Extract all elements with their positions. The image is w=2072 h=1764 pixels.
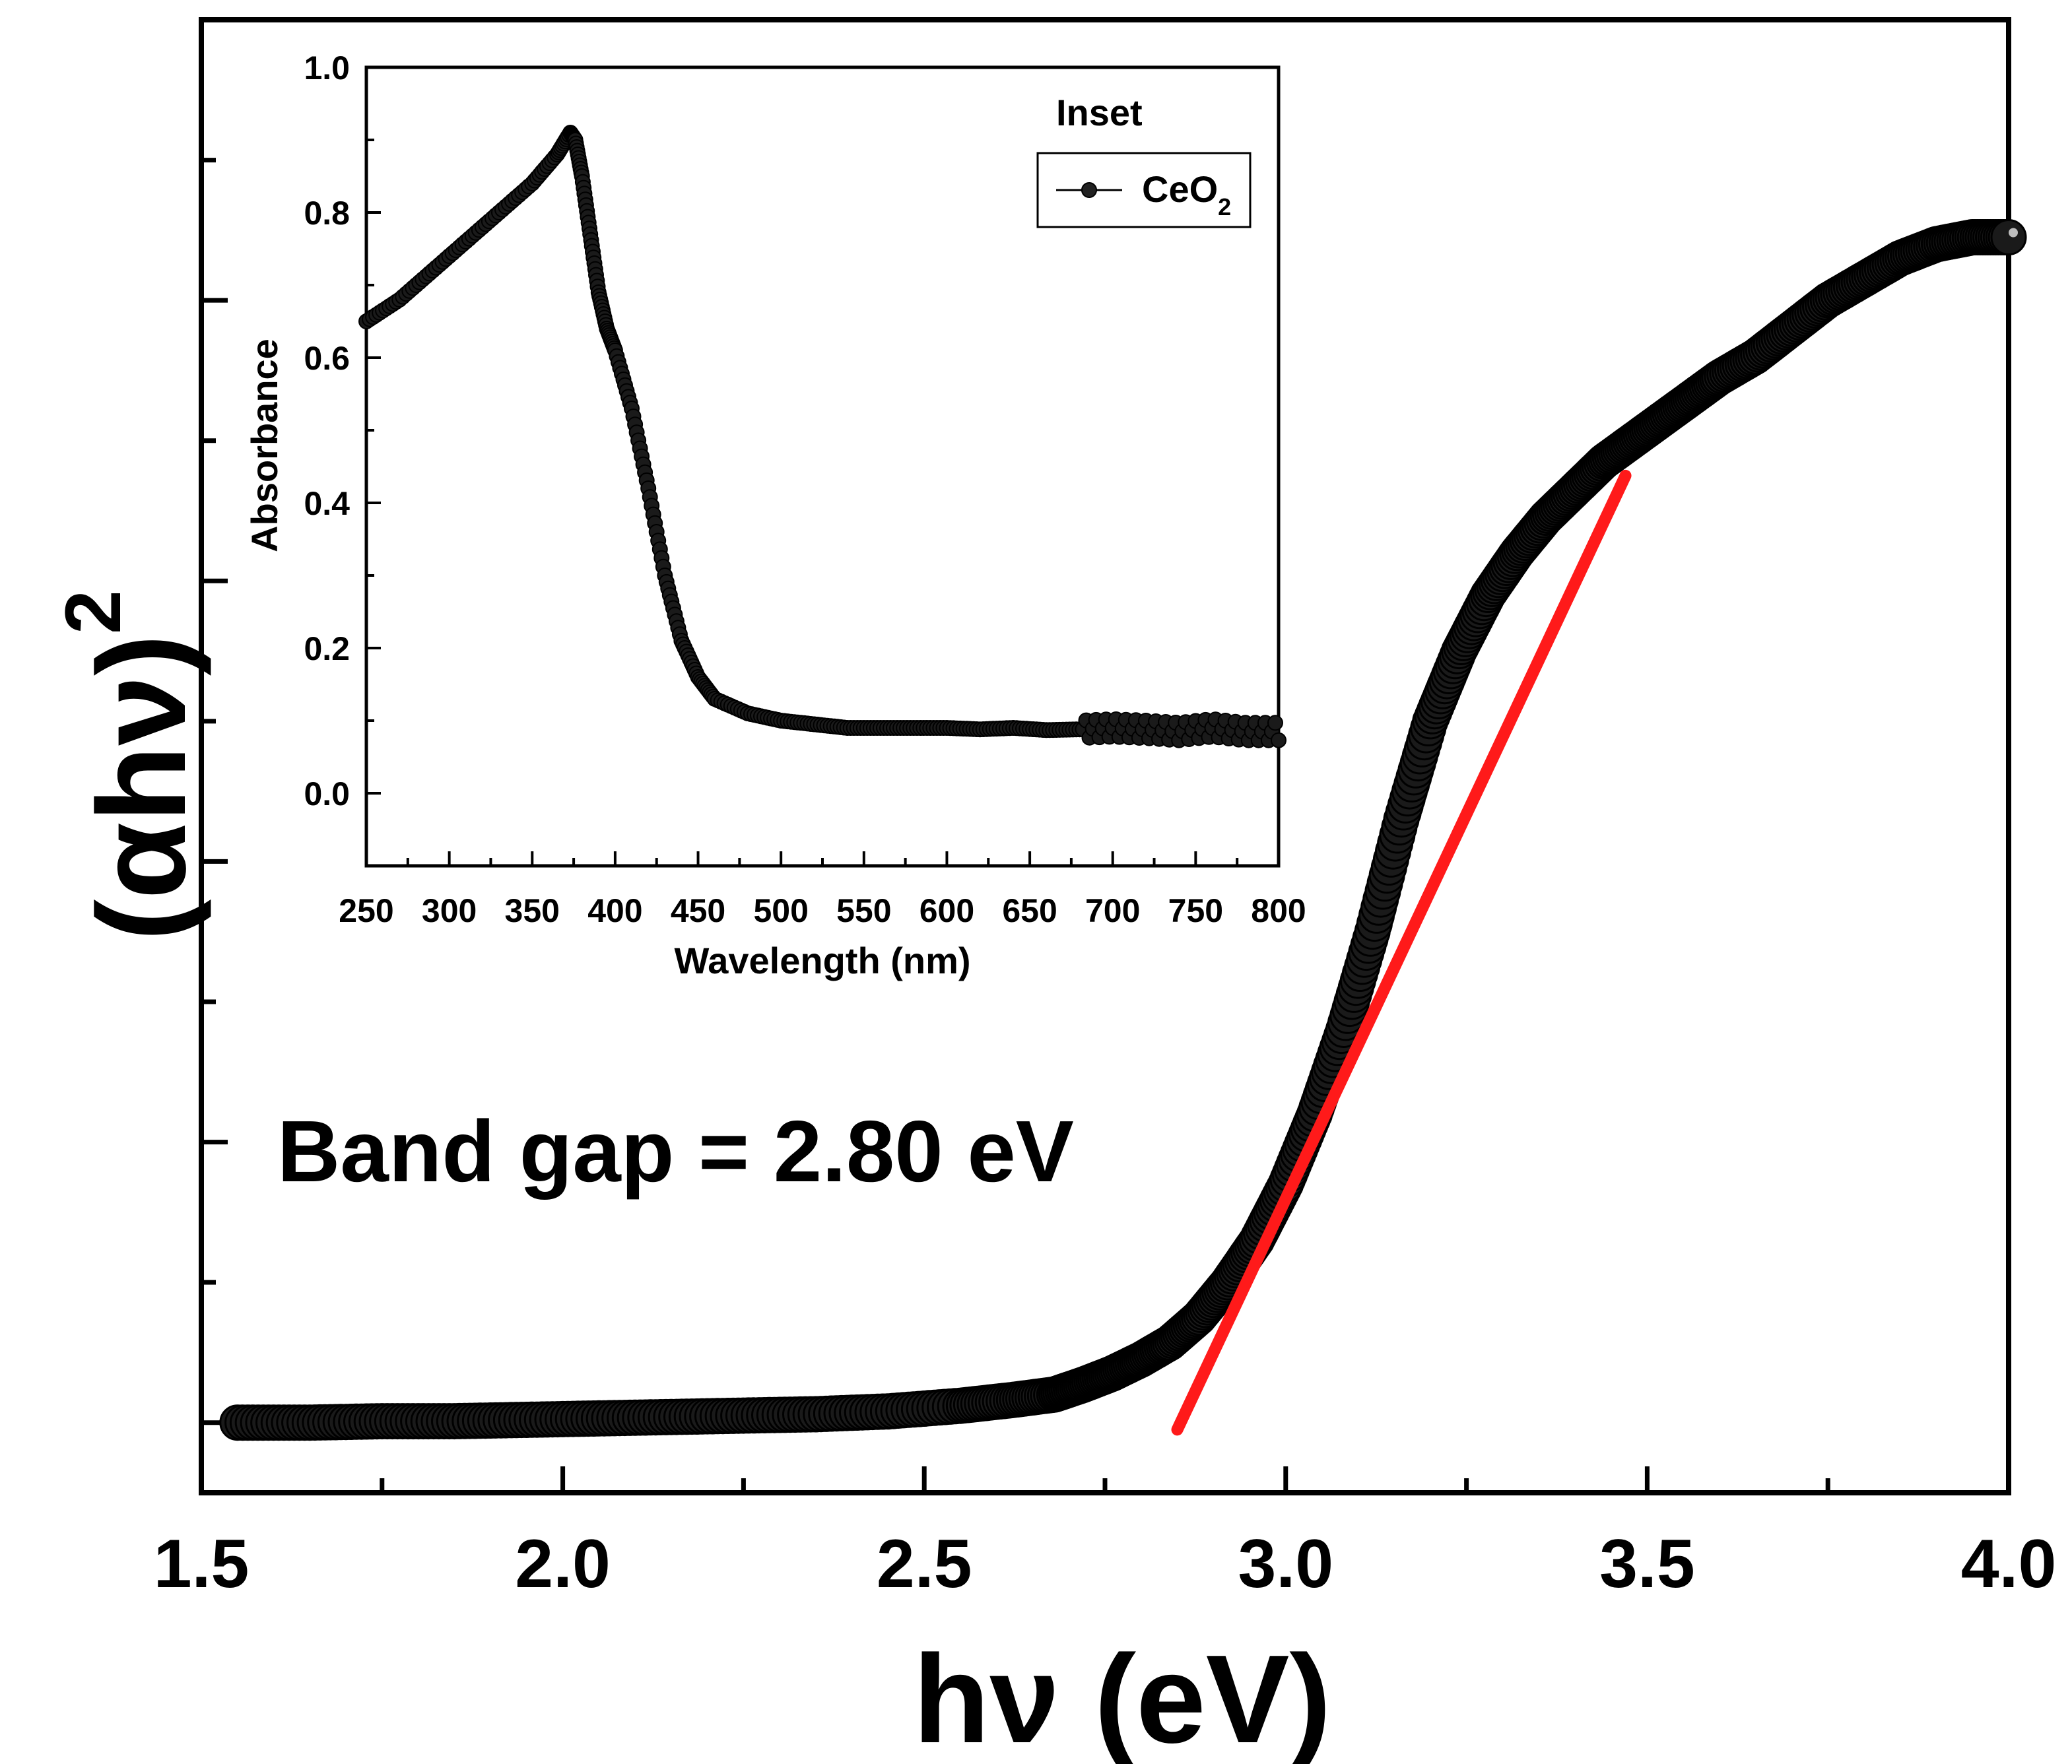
main-data-point — [1990, 219, 2027, 255]
main-x-tick-label: 4.0 — [1961, 1526, 2057, 1602]
inset-x-tick-label: 250 — [339, 892, 393, 929]
inset-y-tick-label: 0.4 — [304, 485, 350, 522]
inset-x-tick-label: 800 — [1251, 892, 1306, 929]
inset-x-tick-label: 350 — [505, 892, 560, 929]
inset-y-tick-label: 0.6 — [304, 340, 350, 377]
inset-x-tick-label: 300 — [422, 892, 477, 929]
main-x-ticks: 1.5 2.0 2.5 3.0 3.5 4.0 — [154, 1466, 2057, 1602]
inset-x-tick-label: 750 — [1168, 892, 1223, 929]
inset-x-ticks: 250 300 350 400 450 500 550 600 650 700 750 800 — [339, 851, 1306, 929]
main-x-tick-label: 2.5 — [877, 1526, 972, 1602]
inset-x-tick-label: 450 — [671, 892, 725, 929]
inset-x-tick-label: 600 — [919, 892, 974, 929]
inset-chart: 250 300 350 400 450 500 550 600 650 700 750 800 0.0… — [244, 49, 1306, 981]
inset-data-point — [1271, 732, 1287, 748]
inset-x-tick-label: 400 — [587, 892, 642, 929]
inset-y-ticks: 0.0 0.2 0.4 0.6 0.8 1.0 — [304, 49, 381, 812]
inset-title: Inset — [1056, 92, 1143, 133]
main-y-axis-label-superscript: 2 — [49, 590, 137, 634]
inset-data-series — [358, 125, 1287, 748]
inset-y-tick-label: 0.2 — [304, 630, 350, 667]
band-gap-annotation: Band gap = 2.80 eV — [277, 1103, 1074, 1200]
inset-y-tick-label: 0.0 — [304, 775, 350, 812]
main-x-tick-label: 3.0 — [1238, 1526, 1334, 1602]
main-y-axis-label-group: (αhν)2 — [49, 590, 212, 941]
inset-data-point — [1267, 715, 1283, 731]
main-x-tick-label: 1.5 — [154, 1526, 250, 1602]
main-data-point-highlight — [2009, 228, 2018, 238]
inset-y-axis-label: Absorbance — [244, 339, 285, 552]
main-x-axis-label: hν (eV) — [913, 1629, 1331, 1764]
linear-fit-line — [1171, 469, 1632, 1436]
main-y-axis-label: (αhν)2 — [49, 590, 212, 941]
inset-legend-label: CeO2 — [1142, 168, 1231, 220]
inset-x-tick-label: 650 — [1002, 892, 1057, 929]
main-data-series — [219, 219, 2027, 1441]
inset-y-tick-label: 1.0 — [304, 49, 350, 86]
inset-x-tick-label: 550 — [836, 892, 891, 929]
inset-x-axis-label: Wavelength (nm) — [674, 940, 970, 981]
main-x-tick-label: 2.0 — [515, 1526, 611, 1602]
inset-x-tick-label: 500 — [753, 892, 808, 929]
inset-legend-marker — [1081, 182, 1097, 198]
inset-legend-subscript: 2 — [1218, 193, 1231, 220]
inset-x-tick-label: 700 — [1085, 892, 1140, 929]
inset-y-tick-label: 0.8 — [304, 195, 350, 232]
main-x-tick-label: 3.5 — [1599, 1526, 1695, 1602]
main-y-ticks — [201, 17, 228, 1425]
inset-legend: CeO2 — [1036, 152, 1252, 228]
main-chart: 1.5 2.0 2.5 3.0 3.5 4.0 Band gap = 2.80 eV hν… — [49, 17, 2057, 1764]
